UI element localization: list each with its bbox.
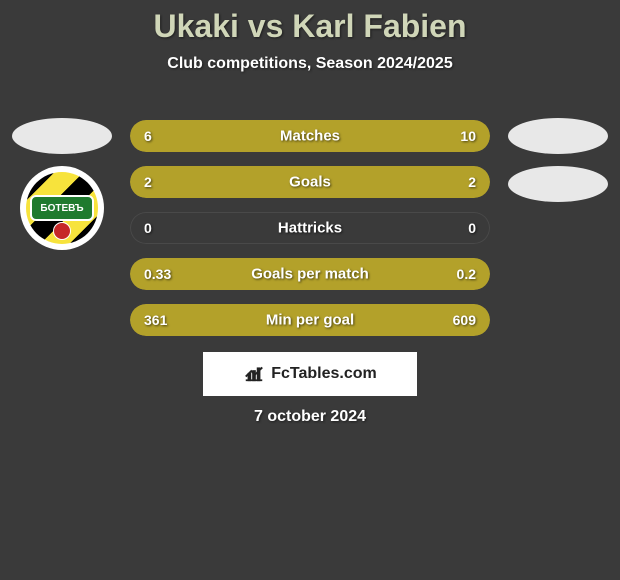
stat-label: Goals per match bbox=[251, 266, 369, 283]
player-right-oval-2 bbox=[508, 166, 608, 202]
stat-value-left: 2 bbox=[144, 174, 152, 190]
stat-value-right: 0.2 bbox=[457, 266, 476, 282]
stat-value-right: 609 bbox=[453, 312, 476, 328]
player-right-oval-1 bbox=[508, 118, 608, 154]
stat-value-left: 0 bbox=[144, 220, 152, 236]
club-badge: БОТЕВЪ bbox=[20, 166, 104, 250]
stat-value-right: 10 bbox=[460, 128, 476, 144]
stat-row: 361 609 Min per goal bbox=[130, 304, 490, 336]
stat-label: Goals bbox=[289, 174, 331, 191]
stat-value-left: 0.33 bbox=[144, 266, 171, 282]
stat-row: 6 10 Matches bbox=[130, 120, 490, 152]
branding-text: FcTables.com bbox=[271, 365, 377, 383]
branding-badge: FcTables.com bbox=[203, 352, 417, 396]
stat-row: 0.33 0.2 Goals per match bbox=[130, 258, 490, 290]
stat-value-right: 2 bbox=[468, 174, 476, 190]
left-player-column: БОТЕВЪ bbox=[12, 118, 112, 250]
stat-label: Min per goal bbox=[266, 312, 354, 329]
chart-icon bbox=[243, 361, 265, 388]
stat-value-left: 361 bbox=[144, 312, 167, 328]
player-left-oval bbox=[12, 118, 112, 154]
stat-value-right: 0 bbox=[468, 220, 476, 236]
club-badge-text: БОТЕВЪ bbox=[30, 195, 94, 221]
stat-row: 2 2 Goals bbox=[130, 166, 490, 198]
stat-label: Matches bbox=[280, 128, 340, 145]
stat-bars: 6 10 Matches 2 2 Goals 0 0 Hattricks 0.33 0.2 Goals… bbox=[130, 120, 490, 350]
subtitle: Club competitions, Season 2024/2025 bbox=[0, 55, 620, 73]
stat-bar-left bbox=[130, 166, 310, 198]
stat-value-left: 6 bbox=[144, 128, 152, 144]
stat-row: 0 0 Hattricks bbox=[130, 212, 490, 244]
page-title: Ukaki vs Karl Fabien bbox=[0, 0, 620, 45]
stat-label: Hattricks bbox=[278, 220, 342, 237]
stat-bar-right bbox=[310, 166, 490, 198]
right-player-column bbox=[508, 118, 608, 214]
date-text: 7 october 2024 bbox=[254, 408, 366, 426]
